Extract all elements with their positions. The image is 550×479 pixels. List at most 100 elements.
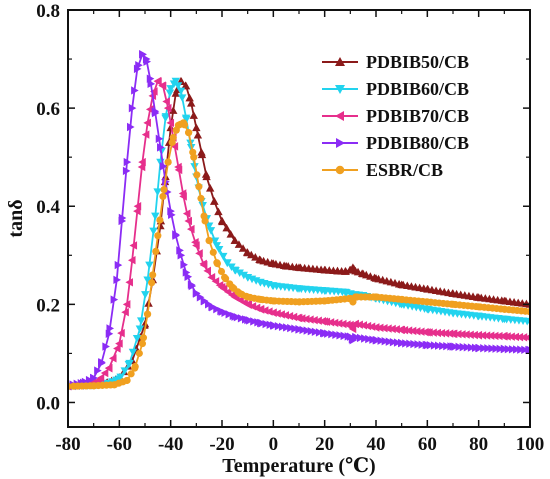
data-point bbox=[189, 111, 198, 119]
data-point bbox=[393, 338, 402, 347]
data-point bbox=[488, 344, 496, 353]
data-point bbox=[121, 308, 129, 317]
legend-marker bbox=[335, 85, 345, 94]
data-point bbox=[430, 341, 439, 350]
data-point bbox=[243, 274, 252, 282]
data-point bbox=[269, 259, 278, 267]
data-point bbox=[281, 261, 291, 270]
data-point bbox=[211, 277, 220, 286]
data-point bbox=[182, 268, 191, 277]
data-point bbox=[517, 345, 525, 354]
data-point bbox=[433, 328, 441, 338]
series-esbr-cb bbox=[68, 119, 530, 390]
data-point bbox=[113, 344, 121, 353]
data-point bbox=[138, 157, 146, 167]
legend-label: PDBIB70/CB bbox=[366, 106, 469, 126]
data-point bbox=[160, 185, 168, 194]
data-point bbox=[153, 188, 162, 196]
data-point bbox=[283, 323, 291, 332]
data-point bbox=[333, 266, 342, 275]
data-point bbox=[114, 260, 123, 270]
data-point bbox=[162, 97, 170, 106]
data-point bbox=[181, 114, 191, 123]
data-point bbox=[307, 327, 316, 336]
data-point bbox=[496, 344, 505, 354]
x-axis-ticks: -80 -60 -40 -20 0 20 40 60 80 100 bbox=[55, 10, 544, 455]
data-point bbox=[217, 216, 227, 225]
data-point bbox=[117, 328, 125, 338]
data-point bbox=[187, 280, 196, 289]
data-point bbox=[269, 308, 277, 317]
legend-label: PDBIB60/CB bbox=[366, 79, 469, 99]
data-point bbox=[328, 330, 336, 339]
data-point bbox=[243, 248, 252, 257]
data-point bbox=[500, 296, 509, 305]
data-point bbox=[105, 329, 114, 338]
data-point bbox=[120, 367, 129, 375]
data-point bbox=[508, 345, 517, 354]
data-point bbox=[197, 148, 206, 156]
data-point bbox=[141, 130, 150, 139]
data-point bbox=[385, 337, 394, 346]
data-point bbox=[165, 89, 175, 98]
data-point bbox=[500, 315, 509, 324]
data-point bbox=[203, 266, 211, 276]
data-point bbox=[139, 49, 147, 59]
data-point bbox=[178, 94, 187, 102]
data-point bbox=[262, 319, 271, 329]
data-point bbox=[131, 86, 139, 95]
data-point bbox=[164, 158, 172, 166]
data-point bbox=[244, 315, 252, 325]
data-point bbox=[98, 359, 106, 368]
data-point bbox=[397, 325, 406, 335]
data-point bbox=[256, 305, 264, 314]
data-point bbox=[256, 295, 265, 304]
legend-marker bbox=[335, 57, 345, 66]
data-point bbox=[412, 327, 421, 336]
data-point bbox=[321, 329, 329, 338]
data-point bbox=[127, 370, 135, 378]
x-tick-label: 0 bbox=[269, 434, 279, 455]
data-point bbox=[210, 237, 220, 246]
data-point bbox=[389, 337, 398, 347]
data-point bbox=[94, 376, 103, 385]
data-point bbox=[185, 93, 194, 102]
data-point bbox=[106, 324, 115, 333]
data-point bbox=[448, 309, 458, 318]
data-point bbox=[486, 331, 495, 340]
data-point bbox=[525, 335, 530, 341]
data-point bbox=[500, 344, 509, 354]
data-point bbox=[205, 237, 213, 245]
data-point bbox=[179, 192, 187, 201]
x-tick-label: -60 bbox=[107, 434, 132, 455]
data-point bbox=[321, 297, 329, 305]
data-point bbox=[213, 259, 221, 267]
data-point bbox=[169, 133, 177, 142]
data-point bbox=[187, 224, 195, 234]
data-point bbox=[511, 332, 519, 342]
data-point bbox=[388, 324, 396, 334]
data-point bbox=[365, 334, 373, 344]
data-point bbox=[315, 328, 324, 337]
legend-item: PDBIB70/CB bbox=[322, 106, 469, 126]
data-point bbox=[149, 227, 158, 236]
x-tick-label: -40 bbox=[158, 434, 183, 455]
data-point bbox=[250, 317, 258, 326]
data-point bbox=[243, 300, 252, 309]
data-point bbox=[410, 339, 418, 349]
data-point bbox=[260, 306, 269, 315]
data-point bbox=[294, 285, 304, 293]
x-tick-label: -80 bbox=[55, 434, 80, 455]
data-point bbox=[239, 271, 249, 280]
data-point bbox=[174, 162, 182, 172]
data-point bbox=[521, 345, 529, 354]
data-point bbox=[166, 118, 175, 128]
data-point bbox=[172, 231, 180, 240]
data-point bbox=[330, 318, 339, 328]
data-point bbox=[513, 345, 521, 354]
data-point bbox=[142, 54, 151, 64]
data-point bbox=[228, 283, 236, 291]
data-point bbox=[159, 192, 167, 200]
data-point bbox=[125, 278, 133, 287]
data-point bbox=[295, 325, 304, 334]
